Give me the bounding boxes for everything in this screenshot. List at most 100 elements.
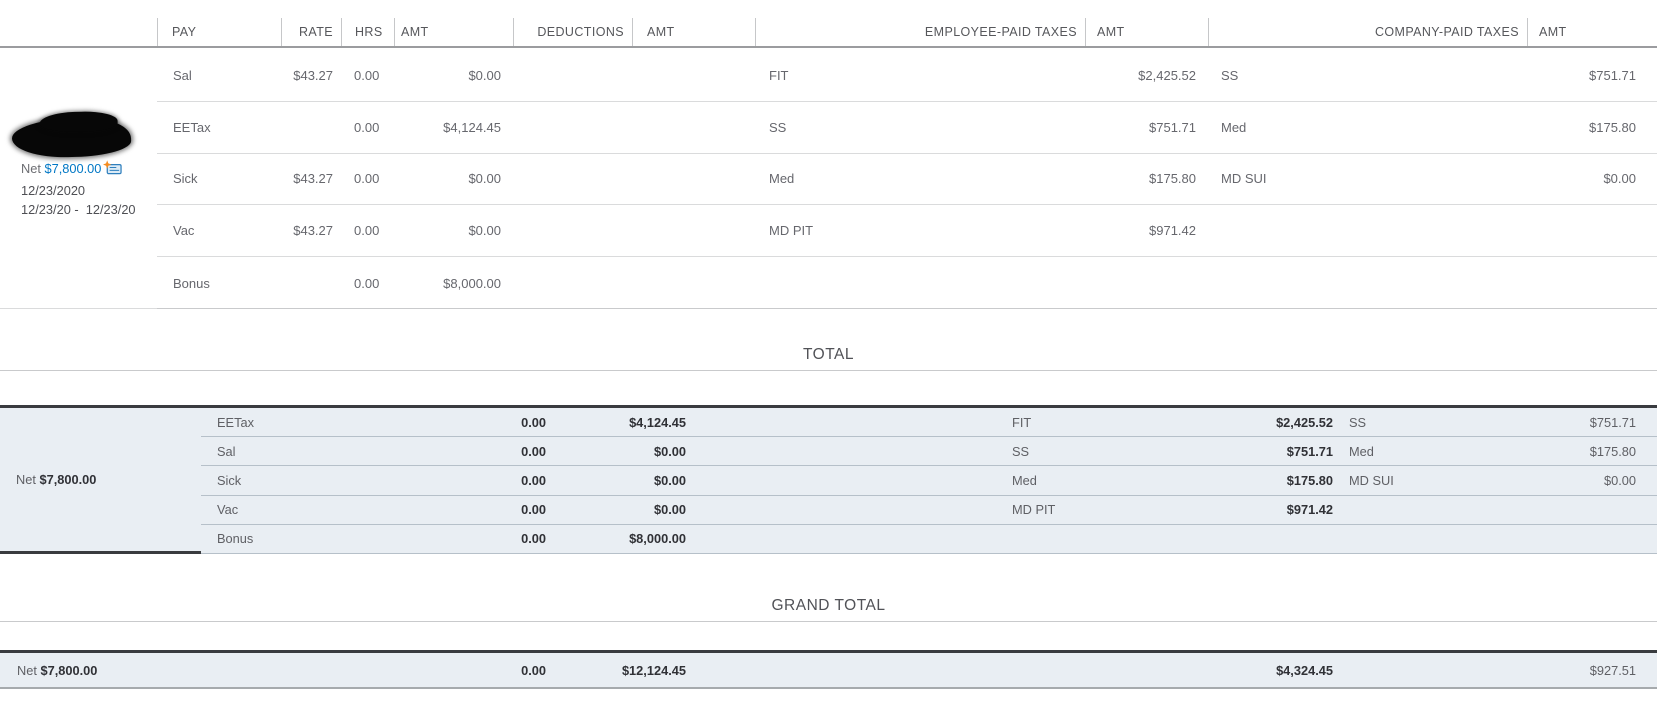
col-header-pay: PAY xyxy=(157,18,281,46)
pay-rate: $43.27 xyxy=(281,154,341,206)
deduction-name xyxy=(513,154,632,206)
pay-name: Sick xyxy=(157,154,281,206)
total-pay-hrs: 0.00 xyxy=(440,466,546,496)
deduction-name xyxy=(513,257,632,309)
total-company-tax-amt xyxy=(1527,525,1657,554)
total-spacer xyxy=(686,437,996,467)
pay-hrs: 0.00 xyxy=(341,154,394,206)
grand-total-row: Net $7,800.00 0.00 $12,124.45 $4,324.45 … xyxy=(0,650,1657,689)
total-company-tax-name: MD SUI xyxy=(1333,466,1527,496)
total-employee-tax-name xyxy=(996,525,1180,554)
grand-pay-amt: $12,124.45 xyxy=(621,662,686,678)
grand-net-label: Net xyxy=(17,662,37,678)
total-company-tax-name: SS xyxy=(1333,408,1527,438)
employee-tax-name: FIT xyxy=(755,50,1085,102)
pay-amt: $0.00 xyxy=(394,50,513,102)
pay-amt: $8,000.00 xyxy=(443,275,501,291)
total-pay-amt: $4,124.45 xyxy=(546,408,686,438)
col-header-employee-taxes-amt: AMT xyxy=(1085,18,1208,46)
employee-tax-name: Med xyxy=(755,154,1085,206)
total-pay-hrs: 0.00 xyxy=(440,437,546,467)
total-company-tax-amt xyxy=(1527,496,1657,525)
deduction-name xyxy=(513,50,632,102)
net-label: Net xyxy=(21,161,41,176)
total-heading-rule xyxy=(0,370,1657,371)
total-company-tax-name xyxy=(1333,496,1527,525)
pay-hrs: 0.00 xyxy=(354,275,380,291)
company-tax-amt: $175.80 xyxy=(1527,102,1657,154)
header-spacer xyxy=(0,18,157,46)
total-pay-amt: $0.00 xyxy=(546,466,686,496)
total-employee-tax-name: FIT xyxy=(996,408,1180,438)
company-tax-name: MD SUI xyxy=(1208,154,1527,206)
employee-name-redacted xyxy=(11,116,132,159)
total-net-cell: Net $7,800.00 xyxy=(0,408,201,554)
col-header-hrs: HRS xyxy=(341,18,394,46)
pay-hrs: 0.00 xyxy=(341,50,394,102)
total-company-tax-name xyxy=(1333,525,1527,554)
company-tax-name: Med xyxy=(1208,102,1527,154)
total-employee-tax-name: SS xyxy=(996,437,1180,467)
pay-hrs: 0.00 xyxy=(341,205,394,258)
total-pay-hrs: 0.00 xyxy=(440,496,546,525)
total-pay-amt: $0.00 xyxy=(546,496,686,525)
total-spacer xyxy=(686,496,996,525)
total-company-tax-amt: $0.00 xyxy=(1527,466,1657,496)
total-section: Net $7,800.00 EETax 0.00 $4,124.45 FIT $… xyxy=(0,405,1657,554)
grand-spacer xyxy=(996,653,1180,687)
pay-rate xyxy=(281,102,341,154)
col-header-pay-amt: AMT xyxy=(394,18,513,46)
pay-amt: $4,124.45 xyxy=(394,102,513,154)
grand-total-heading: GRAND TOTAL xyxy=(771,597,886,614)
total-pay-name: Sal xyxy=(201,437,440,467)
net-amount-link[interactable]: $7,800.00 xyxy=(44,161,102,176)
employee-tax-name: SS xyxy=(755,102,1085,154)
col-header-employee-paid-taxes: EMPLOYEE-PAID TAXES xyxy=(755,18,1085,46)
total-employee-tax-amt: $751.71 xyxy=(1180,437,1333,467)
deduction-amt xyxy=(632,154,755,206)
total-employee-tax-amt: $175.80 xyxy=(1180,466,1333,496)
total-employee-tax-name: MD PIT xyxy=(996,496,1180,525)
employee-tax-amt: $751.71 xyxy=(1085,102,1208,154)
total-pay-amt: $8,000.00 xyxy=(546,525,686,554)
col-header-company-paid-taxes: COMPANY-PAID TAXES xyxy=(1208,18,1527,46)
pay-rate xyxy=(281,257,341,309)
total-pay-name: Bonus xyxy=(201,525,440,554)
pay-amt: $0.00 xyxy=(394,205,513,258)
grand-net-cell: Net $7,800.00 xyxy=(0,653,201,687)
total-pay-hrs: 0.00 xyxy=(440,408,546,438)
check-date: 12/23/2020 xyxy=(21,182,86,198)
total-pay-amt: $0.00 xyxy=(546,437,686,467)
total-spacer xyxy=(686,466,996,496)
pay-rate: $43.27 xyxy=(281,50,341,102)
company-tax-amt: $0.00 xyxy=(1527,154,1657,206)
pay-name: EETax xyxy=(157,102,281,154)
paycheck-detail-section: Net $7,800.00 12/23/2020 12/23/20 - 12/2… xyxy=(0,50,1657,309)
col-header-deductions-amt: AMT xyxy=(632,18,755,46)
grand-company-taxes-amt: $927.51 xyxy=(1589,662,1636,678)
deduction-name xyxy=(513,205,632,258)
deduction-amt xyxy=(632,102,755,154)
total-employee-tax-amt xyxy=(1180,525,1333,554)
pay-period: 12/23/20 - 12/23/20 xyxy=(21,202,136,217)
pay-rate: $43.27 xyxy=(281,205,341,258)
company-tax-name xyxy=(1208,205,1527,258)
employee-tax-name: MD PIT xyxy=(755,205,1085,258)
total-heading: TOTAL xyxy=(802,346,855,363)
employee-tax-amt: $971.42 xyxy=(1085,205,1208,258)
total-pay-name: EETax xyxy=(201,408,440,438)
employee-tax-name xyxy=(755,257,1085,309)
total-pay-name: Sick xyxy=(201,466,440,496)
grand-total-heading-rule xyxy=(0,621,1657,622)
company-tax-name xyxy=(1208,257,1527,309)
deduction-name xyxy=(513,102,632,154)
net-pay-line: Net $7,800.00 xyxy=(21,159,136,181)
deduction-amt xyxy=(632,205,755,258)
grand-employee-taxes-amt: $4,324.45 xyxy=(1276,662,1333,678)
total-employee-tax-amt: $2,425.52 xyxy=(1180,408,1333,438)
total-net-label: Net xyxy=(16,471,36,487)
company-tax-amt: $751.71 xyxy=(1527,50,1657,102)
employee-tax-amt xyxy=(1085,257,1208,309)
total-employee-tax-amt: $971.42 xyxy=(1180,496,1333,525)
total-spacer xyxy=(686,408,996,438)
